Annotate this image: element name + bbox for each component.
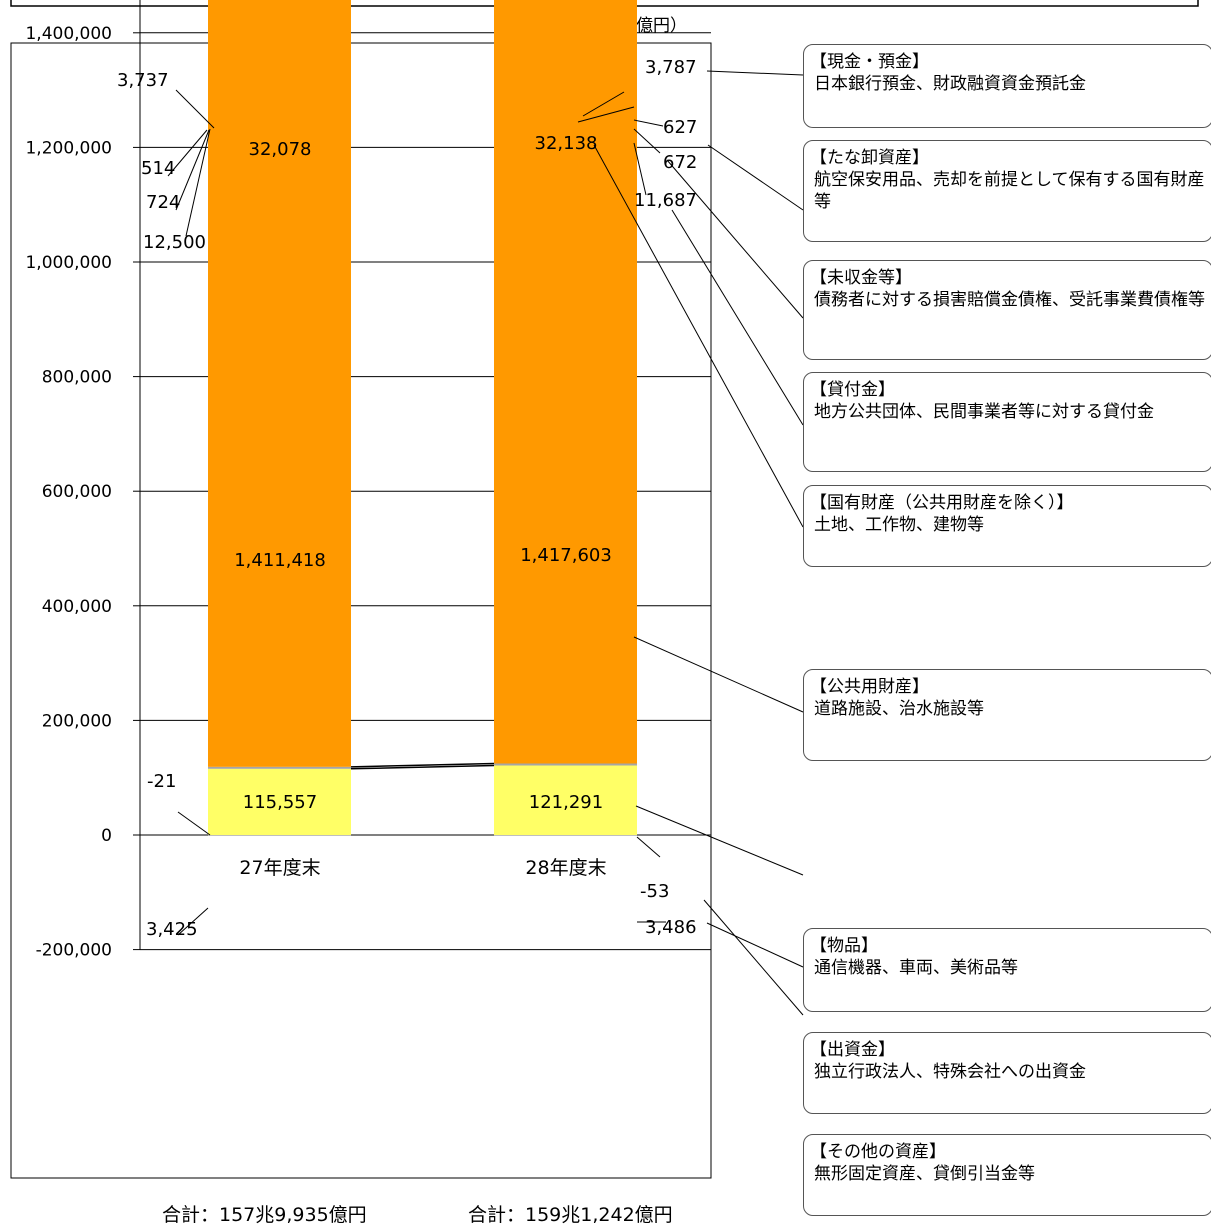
annotation-investment: 【出資金】 独立行政法人、特殊会社への出資金 — [803, 1032, 1211, 1114]
annotation-public_property: 【公共用財産】 道路施設、治水施設等 — [803, 669, 1211, 761]
data-label-national_property-1: 32,138 — [535, 133, 598, 154]
annotation-body: 道路施設、治水施設等 — [814, 699, 984, 719]
y-tick-label: -200,000 — [36, 941, 112, 961]
leader-line — [185, 128, 211, 237]
data-label-cash-0: 3,737 — [117, 70, 169, 91]
connector-investment — [350, 764, 495, 770]
annotation-title: 【その他の資産】 — [810, 1142, 946, 1162]
leader-line — [582, 91, 625, 117]
label-leaders — [167, 70, 804, 1016]
total-27: 合計：157兆9,935億円 — [162, 1204, 367, 1226]
leader-line — [635, 805, 804, 876]
leader-line — [633, 119, 664, 127]
annotation-other: 【その他の資産】 無形固定資産、貸倒引当金等 — [803, 1134, 1211, 1216]
data-label-loans-1: 11,687 — [634, 190, 697, 211]
leader-line — [633, 142, 647, 196]
leader-line — [177, 907, 209, 936]
annotation-inventory: 【たな卸資産】 航空保安用品、売却を前提として保有する国有財産等 — [803, 140, 1211, 242]
annotation-loans: 【貸付金】 地方公共団体、民間事業者等に対する貸付金 — [803, 372, 1211, 472]
leader-line — [666, 159, 804, 319]
data-label-inventory-1: 627 — [663, 117, 697, 138]
data-label-public_property-0: 1,411,418 — [234, 550, 326, 571]
bar-public_property-0 — [208, 0, 351, 767]
annotation-receivables: 【未収金等】 債務者に対する損害賠償金債権、受託事業費債権等 — [803, 260, 1211, 360]
data-label-receivables-1: 672 — [663, 152, 697, 173]
annotation-body: 土地、工作物、建物等 — [814, 515, 984, 535]
leader-line — [167, 129, 208, 177]
bar-investment-0 — [208, 768, 351, 835]
bar-investment-1 — [494, 765, 637, 835]
leader-line — [633, 128, 661, 154]
leader-line — [633, 636, 804, 713]
y-tick-label: 1,400,000 — [25, 24, 112, 44]
x-label: 27年度末 — [239, 857, 320, 879]
bar-public_property-1 — [494, 0, 637, 764]
data-label-national_property-0: 32,078 — [249, 139, 312, 160]
annotation-title: 【たな卸資産】 — [810, 148, 929, 168]
annotation-body: 地方公共団体、民間事業者等に対する貸付金 — [814, 402, 1154, 422]
data-label-loans-0: 12,500 — [143, 232, 206, 253]
bar-goods-1 — [494, 763, 637, 766]
annotation-title: 【国有財産（公共用財産を除く）】 — [810, 493, 1074, 513]
bar-other-0 — [208, 835, 351, 836]
y-tick-label: 1,000,000 — [25, 253, 112, 273]
leader-line — [707, 144, 804, 211]
data-label-other-0: -21 — [147, 771, 176, 792]
y-axis: -200,000 0 200,000 400,000 600,000 800,000 1,0… — [25, 0, 141, 961]
y-tick-label: 600,000 — [42, 482, 112, 502]
x-label: 28年度末 — [525, 857, 606, 879]
annotation-title: 【未収金等】 — [810, 268, 912, 288]
leader-line — [177, 811, 211, 836]
annotation-body: 債務者に対する損害賠償金債権、受託事業費債権等 — [814, 290, 1205, 310]
annotation-goods: 【物品】 通信機器、車両、美術品等 — [803, 928, 1211, 1012]
annotation-body: 航空保安用品、売却を前提として保有する国有財産等 — [814, 170, 1205, 212]
data-labels: 1,411,418 1,417,603 115,557 121,291 32,078 32… — [117, 57, 697, 940]
leader-line — [706, 922, 804, 968]
annotation-title: 【現金・預金】 — [810, 52, 929, 72]
y-tick-label: 800,000 — [42, 368, 112, 388]
data-label-investment-1: 121,291 — [529, 792, 603, 813]
y-tick-label: 1,200,000 — [25, 138, 112, 158]
leader-line — [703, 899, 804, 1016]
data-label-inventory-0: 514 — [141, 158, 175, 179]
annotation-cash: 【現金・預金】 日本銀行預金、財政融資資金預託金 — [803, 44, 1211, 128]
annotation-title: 【物品】 — [810, 936, 878, 956]
annotation-title: 【公共用財産】 — [810, 677, 929, 697]
data-label-receivables-0: 724 — [146, 192, 180, 213]
data-label-other-1: -53 — [640, 881, 669, 902]
leader-line — [671, 209, 804, 426]
annotation-title: 【出資金】 — [810, 1040, 895, 1060]
annotation-body: 日本銀行預金、財政融資資金預託金 — [814, 74, 1086, 94]
total-28: 合計：159兆1,242億円 — [468, 1204, 673, 1226]
y-tick-label: 400,000 — [42, 597, 112, 617]
bars — [208, 0, 637, 836]
y-tick-label: 0 — [101, 826, 112, 846]
x-axis-labels: 27年度末 28年度末 — [239, 857, 606, 879]
bar-other-1 — [494, 835, 637, 836]
y-tick-label: 200,000 — [42, 711, 112, 731]
leader-line — [175, 89, 215, 129]
bar-goods-0 — [208, 766, 351, 769]
annotation-body: 独立行政法人、特殊会社への出資金 — [814, 1062, 1086, 1082]
leader-line — [706, 70, 804, 76]
leader-line — [593, 144, 804, 528]
data-label-investment-0: 115,557 — [243, 792, 317, 813]
data-label-goods-0: 3,425 — [146, 919, 198, 940]
leader-line — [175, 129, 210, 211]
series-connectors — [350, 762, 495, 770]
data-label-cash-1: 3,787 — [645, 57, 697, 78]
data-label-public_property-1: 1,417,603 — [520, 545, 612, 566]
leader-line — [636, 836, 661, 858]
data-label-goods-1: 3,486 — [645, 917, 697, 938]
plot-frame — [10, 42, 712, 1179]
annotation-title: 【貸付金】 — [810, 380, 895, 400]
connector-goods — [350, 762, 495, 768]
annotation-national_property: 【国有財産（公共用財産を除く）】 土地、工作物、建物等 — [803, 485, 1211, 567]
annotation-body: 通信機器、車両、美術品等 — [814, 958, 1018, 978]
leader-line — [577, 106, 635, 123]
annotation-body: 無形固定資産、貸倒引当金等 — [814, 1164, 1035, 1184]
